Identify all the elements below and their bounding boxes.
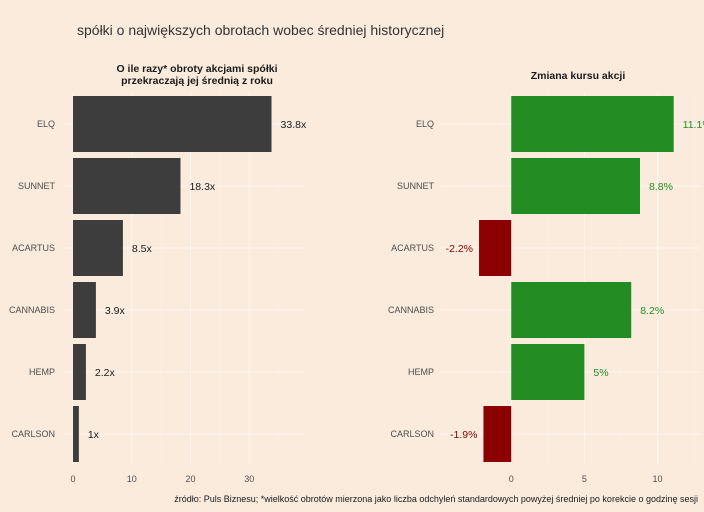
panel-price-change: Zmiana kursu akcji ELQ 11.1% SUNNET 8.8% ACAR… [388,70,704,484]
value-label: 11.1% [683,119,704,131]
x-tick-label: 10 [653,474,663,484]
value-label: -2.2% [446,243,473,255]
value-label: -1.9% [450,429,477,441]
panel-turnover: O ile razy* obroty akcjami spółkiprzekra… [9,63,307,484]
source-caption: źródło: Puls Biznesu; *wielkość obrotów … [174,494,698,504]
value-label: 8.2% [640,305,664,317]
bar-sunnet [511,158,641,214]
chart-title: spółki o największych obrotach wobec śre… [77,22,445,38]
x-tick-label: 20 [185,474,195,484]
panel-title-line: Zmiana kursu akcji [531,70,626,82]
value-label: 8.8% [649,181,673,193]
category-label: SUNNET [18,181,56,191]
bar-sunnet [72,158,181,214]
panel-title-line: O ile razy* obroty akcjami spółki [116,63,277,75]
bar-hemp [72,344,86,400]
value-label: 5% [593,367,608,379]
category-label: ELQ [37,119,55,129]
category-label: CANNABIS [9,305,55,315]
value-label: 8.5x [132,243,153,255]
value-label: 18.3x [189,181,215,193]
x-tick-label: 5 [582,474,587,484]
bar-elq [72,96,272,152]
panel-title-line: przekraczają jej średnią z roku [121,75,273,87]
category-label: ACARTUS [391,243,434,253]
bar-carlson [483,406,512,462]
category-label: CANNABIS [388,305,434,315]
bar-cannabis [72,282,96,338]
bar-hemp [511,344,585,400]
x-tick-label: 0 [70,474,75,484]
value-label: 2.2x [95,367,116,379]
category-label: HEMP [29,367,55,377]
value-label: 3.9x [105,305,126,317]
value-label: 33.8x [281,119,307,131]
bar-acartus [479,220,512,276]
category-label: ACARTUS [12,243,55,253]
bar-elq [511,96,674,152]
category-label: CARLSON [11,429,55,439]
category-label: HEMP [408,367,434,377]
x-tick-label: 0 [509,474,514,484]
bar-acartus [72,220,123,276]
category-label: CARLSON [390,429,434,439]
category-label: ELQ [416,119,434,129]
value-label: 1x [88,429,100,441]
x-tick-label: 10 [127,474,137,484]
category-label: SUNNET [397,181,435,191]
x-tick-label: 30 [244,474,254,484]
bar-carlson [72,406,79,462]
bar-cannabis [511,282,632,338]
